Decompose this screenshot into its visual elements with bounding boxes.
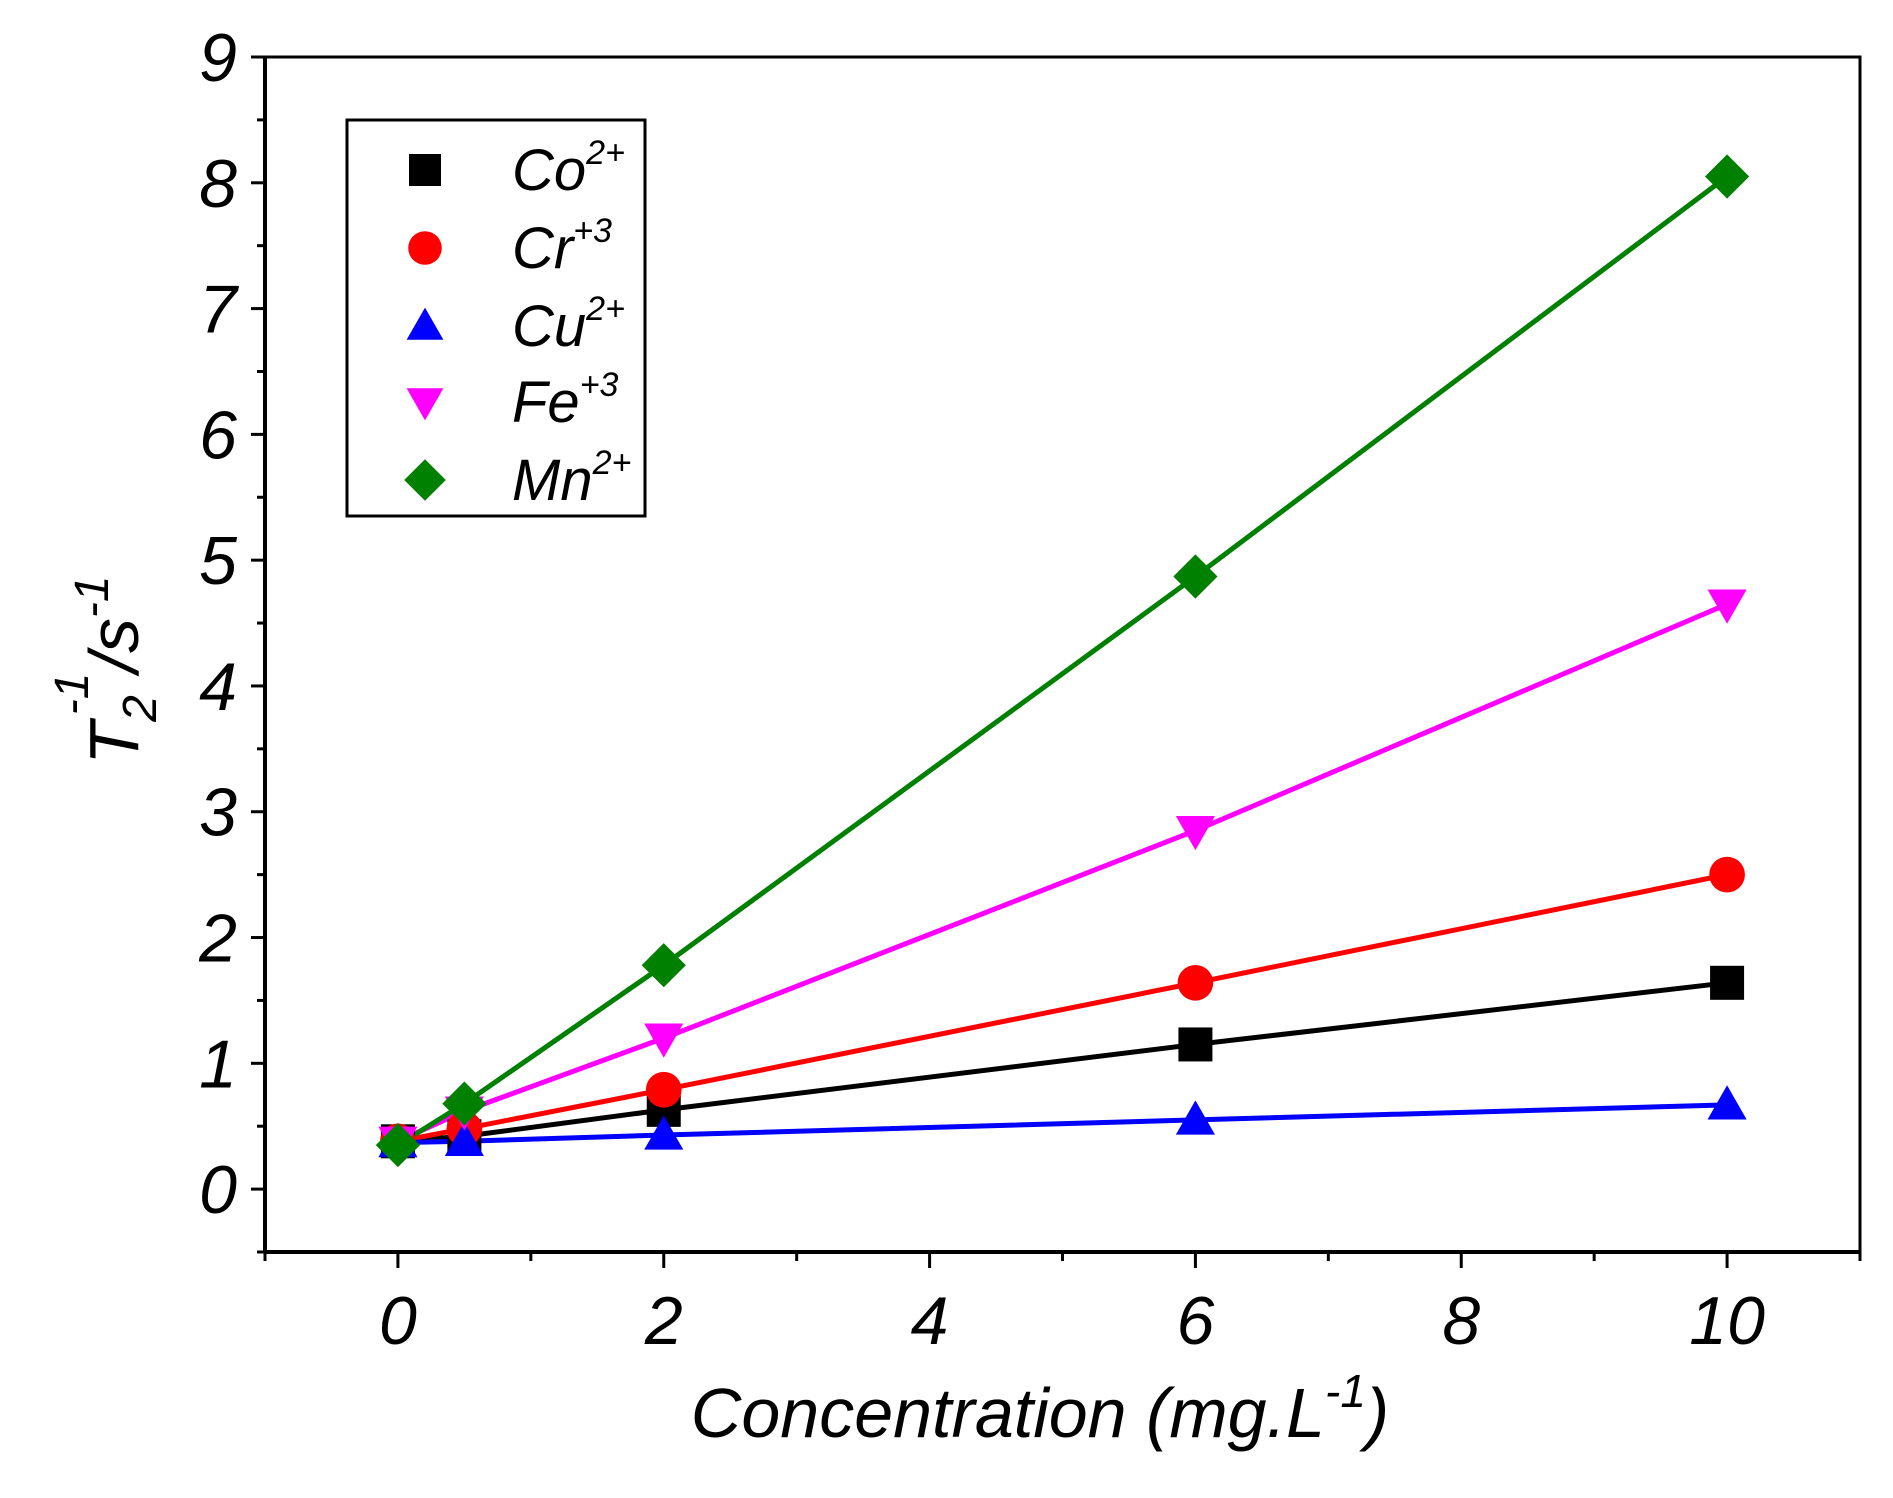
data-point-mn: [641, 943, 686, 988]
x-axis-title-main: Concentration (mg.L: [691, 1374, 1325, 1452]
legend-label-name: Fe: [512, 370, 580, 435]
x-tick-label: 6: [1177, 1283, 1215, 1359]
data-point-cr: [1177, 964, 1214, 1001]
data-point-mn: [1704, 154, 1750, 199]
legend-label-charge: 2+: [585, 134, 625, 172]
y-tick-label: 3: [199, 775, 237, 851]
data-point-cr: [645, 1071, 682, 1108]
x-tick-label: 10: [1689, 1283, 1765, 1359]
y-tick-label: 5: [199, 523, 237, 599]
data-point-co: [1710, 965, 1745, 1000]
legend-box: [345, 118, 647, 518]
legend-label-name: Co: [512, 138, 586, 203]
legend-label-co: Co2+: [512, 134, 625, 203]
legend-label-charge: 2+: [592, 444, 632, 482]
data-point-mn: [442, 1081, 487, 1126]
y-tick-label: 9: [199, 20, 237, 96]
legend-label-name: Mn: [512, 448, 593, 513]
x-axis-ticks: 0 2 4 6 8 10: [263, 1252, 1862, 1359]
legend-marker-co: [409, 154, 441, 186]
legend-label-charge: +3: [580, 366, 619, 404]
data-point-cu: [1707, 1085, 1747, 1120]
x-tick-label: 0: [379, 1283, 417, 1359]
legend-label-charge: 2+: [585, 290, 625, 328]
y-tick-label: 0: [199, 1152, 237, 1228]
data-point-fe: [644, 1023, 684, 1058]
data-point-cu: [644, 1115, 684, 1150]
legend-marker-cu: [406, 307, 444, 340]
x-axis-title-sup: -1: [1325, 1365, 1366, 1417]
legend-marker-cr: [408, 231, 442, 265]
data-point-mn: [375, 1122, 421, 1168]
y-axis-title: T2 -1/s-1: [46, 575, 167, 764]
data-point-fe: [1175, 815, 1215, 851]
y-axis-title-sub: 2: [114, 695, 167, 723]
data-point-cu: [444, 1121, 484, 1156]
y-axis-title-sup2: -1: [66, 575, 119, 618]
y-tick-label: 1: [199, 1026, 237, 1102]
series-line-cu: [397, 1102, 1728, 1146]
x-tick-label: 8: [1442, 1283, 1480, 1359]
data-point-co: [1178, 1027, 1213, 1062]
legend-label-cu: Cu2+: [512, 290, 625, 359]
data-point-cr: [1709, 856, 1745, 893]
legend-label-cr: Cr+3: [512, 212, 612, 281]
legend-label-mn: Mn2+: [512, 444, 631, 513]
legend-marker-mn: [404, 459, 446, 501]
y-axis-title-base: T: [75, 718, 153, 765]
data-point-cu: [1175, 1100, 1215, 1135]
y-tick-label: 7: [199, 272, 239, 348]
y-axis-title-mid: /s: [75, 618, 153, 676]
y-axis-ticks: 0 1 2 3 4 5 6 7 8 9: [198, 20, 265, 1254]
x-tick-label: 4: [911, 1283, 949, 1359]
data-point-fe: [1707, 589, 1747, 624]
y-tick-label: 4: [199, 649, 237, 725]
legend-label-fe: Fe+3: [512, 366, 619, 435]
y-tick-label: 2: [198, 901, 237, 977]
data-point-mn: [1173, 554, 1218, 599]
legend-label-name: Cr: [512, 216, 576, 281]
x-tick-label: 2: [644, 1283, 683, 1359]
y-axis-title-sup1: -1: [46, 672, 99, 715]
y-tick-label: 8: [199, 146, 237, 222]
legend-marker-fe: [406, 388, 444, 421]
legend-label-name: Cu: [512, 294, 586, 359]
x-axis-title: Concentration (mg.L-1): [691, 1365, 1389, 1452]
legend-label-charge: +3: [573, 212, 612, 250]
series-markers: [375, 154, 1750, 1168]
y-tick-label: 6: [199, 397, 237, 473]
